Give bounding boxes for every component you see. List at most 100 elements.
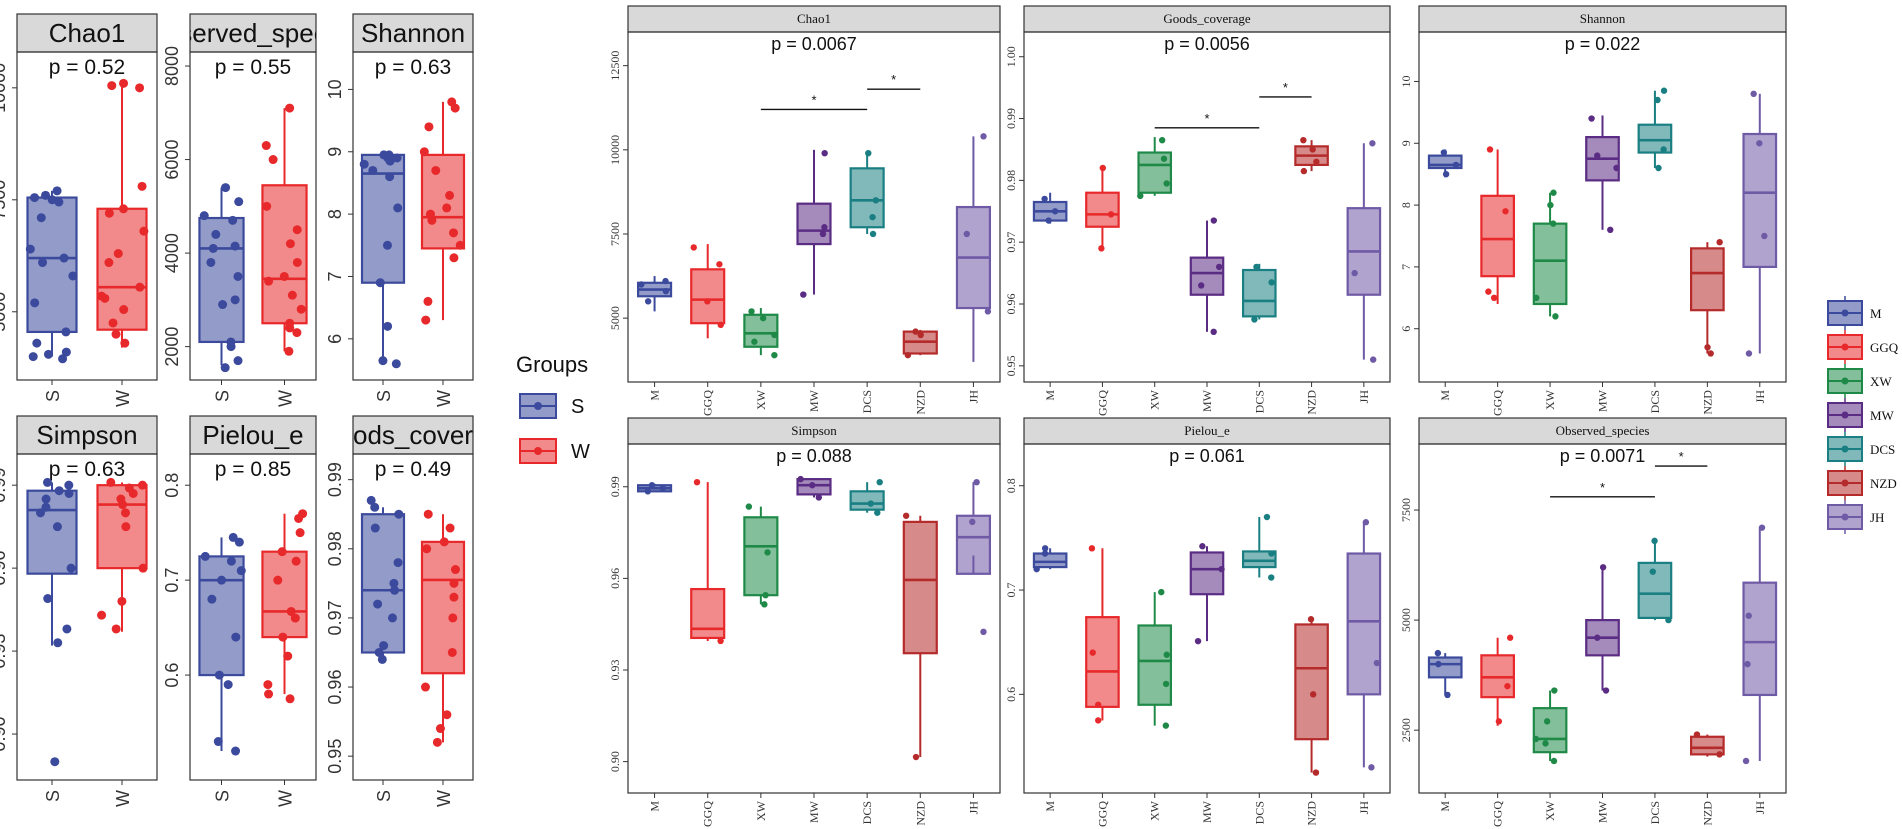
data-point [43,594,53,604]
data-point [644,298,652,305]
data-point [1369,356,1377,363]
data-point [872,197,880,204]
p-value-label: p = 0.0071 [1560,446,1646,466]
legend-item-NZD: NZD [1827,466,1897,500]
box-W [420,101,466,321]
data-point [279,271,289,281]
p-value-label: p = 0.088 [776,446,852,466]
x-tick-label: W [113,790,133,807]
box-JH [955,482,992,575]
panel-A3: Shannon p = 0.63 6 7 8 9 10 S W [325,13,474,407]
x-tick-label: JH [1753,390,1767,404]
x-tick-label: M [1043,801,1057,812]
data-point [1313,158,1320,166]
significance-label: * [1679,449,1684,464]
data-point [52,186,62,196]
data-point [221,183,231,193]
data-point [1158,136,1166,144]
panel-title: Shannon [1580,11,1626,26]
data-point [389,578,399,588]
data-point [912,753,920,761]
data-point [917,331,924,339]
data-point [218,300,228,310]
p-value-label: p = 0.55 [215,56,291,79]
data-point [387,613,397,623]
box-XW [1532,690,1568,761]
data-point [421,315,431,325]
box-GGQ [690,244,726,339]
panel-frame [189,51,317,381]
data-point [298,509,308,519]
data-point [1549,220,1557,227]
data-point [35,508,45,518]
legend-item-JH: JH [1827,500,1884,534]
box-body [1085,191,1120,228]
y-tick-label: 2500 [1399,718,1413,742]
data-point [264,689,274,699]
data-point [264,276,274,286]
data-point [1761,232,1768,240]
data-point [379,150,389,160]
x-tick-label: S [374,390,394,402]
data-point [107,81,117,91]
y-tick-label: 0.96 [0,551,9,586]
x-tick-label: MW [807,800,821,823]
data-point [449,592,459,602]
x-tick-label: NZD [1700,390,1714,415]
y-tick-label: 6 [325,334,345,344]
significance-label: * [891,72,896,87]
data-point [447,97,457,107]
panel-strip [352,415,474,455]
x-tick-label: MW [1200,800,1214,823]
box-body [26,196,78,334]
data-point [1452,161,1460,169]
data-point [113,249,123,259]
data-point [61,327,71,337]
data-point [287,290,297,300]
data-point [819,230,827,238]
data-point [442,710,452,720]
y-tick-label: 0.95 [1004,355,1018,376]
box-S [26,482,78,646]
box-NZD [1690,242,1725,354]
data-point [1599,564,1607,571]
data-point [370,502,380,512]
box-DCS [849,482,885,513]
data-point [1163,651,1170,658]
y-tick-label: 0.90 [608,751,622,772]
data-point [292,257,302,267]
data-point [236,566,246,576]
legend-key-dot [1841,445,1849,453]
data-point [1716,751,1723,758]
y-tick-label: 0.8 [162,473,182,498]
box-body [743,516,779,597]
data-point [1444,691,1451,699]
y-tick-label: 0.6 [1004,687,1018,702]
data-point [283,651,293,661]
data-point [290,613,300,623]
panel-strip [627,417,1001,445]
legend-item-W: W [519,438,590,464]
data-point [50,757,60,767]
box-body [1532,707,1568,754]
data-point [1704,344,1711,351]
data-point [450,565,460,575]
x-tick-label: W [276,390,296,407]
box-JH [1742,93,1778,354]
x-tick-label: W [434,790,454,807]
panel-title: Pielou_e [202,420,303,450]
data-point [135,282,145,292]
box-body [1690,735,1725,756]
x-tick-label: JH [1357,801,1371,815]
x-tick-label: M [648,801,662,812]
data-point [234,537,244,547]
y-tick-label: 0.99 [0,468,9,503]
data-point [116,494,126,504]
box-GGQ [1480,149,1515,304]
data-point [213,737,223,747]
data-point [54,486,64,496]
data-point [211,229,221,239]
panel-frame [189,453,317,781]
data-point [394,509,404,519]
data-point [231,746,241,756]
